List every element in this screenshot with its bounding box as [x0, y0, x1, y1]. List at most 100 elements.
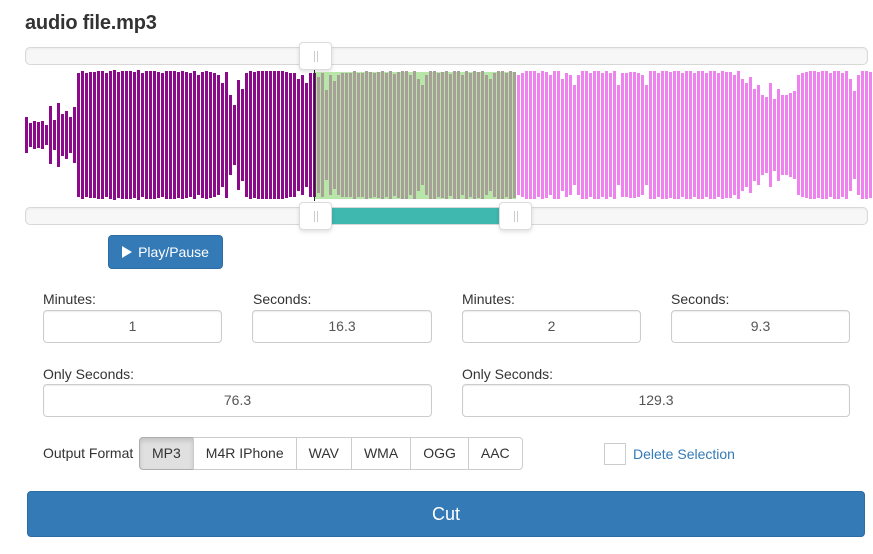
selection-range-slider[interactable]	[25, 202, 868, 230]
waveform-bar	[813, 71, 816, 199]
waveform-bar	[301, 75, 304, 195]
waveform-bar	[257, 71, 260, 199]
start-only-seconds-label: Only Seconds:	[43, 366, 135, 382]
waveform-bar	[577, 75, 580, 195]
playback-position-handle[interactable]	[299, 42, 332, 70]
selection-end-handle[interactable]	[499, 202, 532, 230]
waveform-bar	[425, 75, 428, 195]
waveform-bar	[41, 121, 44, 149]
audio-waveform[interactable]	[25, 70, 872, 201]
waveform-bar	[429, 71, 432, 199]
cut-button[interactable]: Cut	[27, 491, 865, 537]
waveform-bar	[517, 75, 520, 195]
format-aac-button[interactable]: AAC	[467, 437, 523, 470]
waveform-bar	[761, 95, 764, 175]
waveform-bar	[477, 72, 480, 198]
waveform-bar	[133, 72, 136, 198]
start-seconds-input[interactable]: 16.3	[252, 310, 432, 343]
waveform-bar	[601, 73, 604, 197]
waveform-bar	[529, 71, 532, 199]
waveform-bar	[441, 72, 444, 198]
waveform-bar	[869, 72, 872, 198]
end-only-seconds-input[interactable]: 129.3	[462, 384, 850, 417]
play-pause-button[interactable]: Play/Pause	[108, 235, 223, 269]
waveform-bar	[501, 71, 504, 199]
waveform-bar	[305, 83, 308, 187]
waveform-bar	[285, 72, 288, 198]
waveform-bar	[409, 75, 412, 195]
waveform-bar	[173, 71, 176, 199]
start-minutes-input[interactable]: 1	[43, 310, 222, 343]
waveform-bar	[269, 71, 272, 199]
waveform-bar	[557, 71, 560, 199]
waveform-bar	[65, 111, 68, 159]
waveform-bar	[721, 71, 724, 199]
waveform-bar	[765, 97, 768, 173]
waveform-bar	[297, 79, 300, 191]
waveform-bar	[861, 71, 864, 199]
output-format-group: MP3 M4R IPhone WAV WMA OGG AAC	[139, 437, 523, 470]
selection-start-handle[interactable]	[299, 202, 332, 230]
waveform-bar	[369, 72, 372, 198]
waveform-bar	[633, 72, 636, 198]
waveform-bar	[389, 71, 392, 199]
waveform-bar	[685, 71, 688, 199]
end-seconds-input[interactable]: 9.3	[671, 310, 850, 343]
waveform-bar	[329, 75, 332, 195]
format-mp3-button[interactable]: MP3	[139, 437, 194, 470]
waveform-bar	[705, 73, 708, 197]
waveform-bar	[825, 71, 828, 199]
waveform-bar	[233, 105, 236, 165]
waveform-bar	[649, 71, 652, 199]
waveform-bar	[145, 71, 148, 199]
waveform-bar	[205, 71, 208, 199]
waveform-bar	[357, 73, 360, 197]
format-wma-button[interactable]: WMA	[350, 437, 412, 470]
format-ogg-button[interactable]: OGG	[410, 437, 469, 470]
waveform-bar	[413, 71, 416, 199]
waveform-bar	[33, 121, 36, 149]
waveform-bar	[245, 73, 248, 197]
waveform-bar	[637, 73, 640, 197]
waveform-bar	[497, 71, 500, 199]
waveform-bar	[665, 71, 668, 199]
waveform-bar	[793, 91, 796, 179]
waveform-bar	[789, 93, 792, 177]
waveform-bar	[621, 73, 624, 197]
waveform-bar	[461, 75, 464, 195]
start-only-seconds-input[interactable]: 76.3	[43, 384, 432, 417]
playhead-cursor	[314, 70, 315, 201]
waveform-bar	[849, 79, 852, 191]
waveform-bar	[769, 83, 772, 187]
format-m4r-iphone-button[interactable]: M4R IPhone	[192, 437, 297, 470]
waveform-bar	[433, 71, 436, 199]
waveform-bar	[589, 73, 592, 197]
waveform-bar	[673, 71, 676, 199]
waveform-bar	[473, 71, 476, 199]
waveform-bar	[349, 73, 352, 197]
waveform-bar	[185, 72, 188, 198]
waveform-bar	[737, 71, 740, 199]
waveform-bar	[481, 71, 484, 199]
waveform-bar	[585, 71, 588, 199]
waveform-bar	[93, 72, 96, 198]
delete-selection-label[interactable]: Delete Selection	[633, 446, 735, 462]
waveform-bar	[393, 74, 396, 196]
waveform-bar	[493, 73, 496, 197]
waveform-bar	[249, 71, 252, 199]
waveform-bar	[289, 73, 292, 197]
waveform-bar	[217, 75, 220, 195]
waveform-bar	[541, 71, 544, 199]
waveform-bar	[569, 75, 572, 195]
waveform-bar	[741, 79, 744, 191]
waveform-bar	[853, 91, 856, 179]
waveform-bar	[657, 73, 660, 197]
playback-position-slider[interactable]	[25, 42, 868, 70]
waveform-bar	[105, 73, 108, 197]
format-wav-button[interactable]: WAV	[295, 437, 352, 470]
waveform-bar	[553, 71, 556, 199]
play-pause-label: Play/Pause	[138, 244, 209, 260]
delete-selection-checkbox[interactable]	[604, 443, 626, 465]
end-minutes-input[interactable]: 2	[462, 310, 641, 343]
output-format-label: Output Format	[43, 445, 134, 461]
